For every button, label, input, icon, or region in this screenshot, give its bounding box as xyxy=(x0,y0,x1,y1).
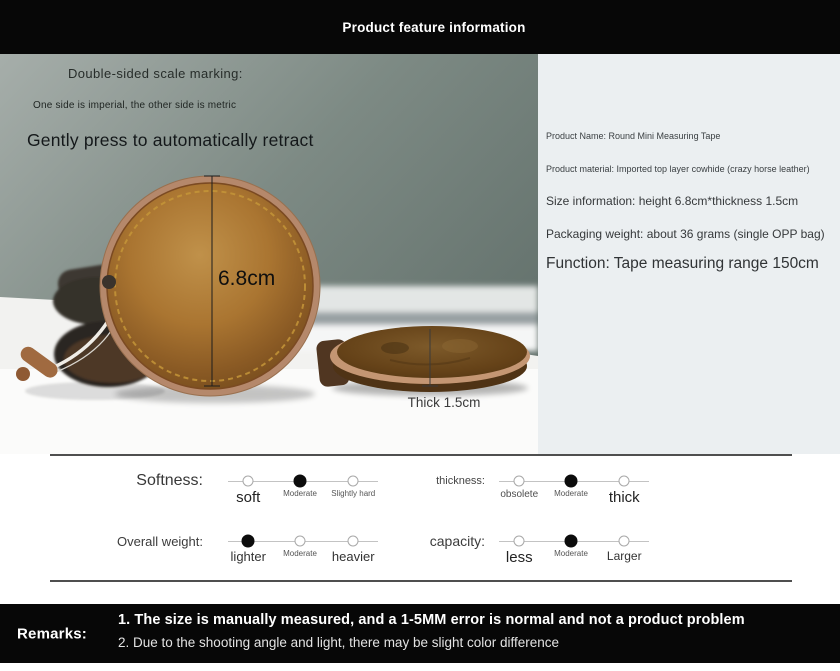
product-photo-area: Double-sided scale marking: One side is … xyxy=(0,54,840,454)
softness-scale: soft Moderate Slightly hard xyxy=(228,458,378,510)
thickness-dimension-label: Thick 1.5cm xyxy=(407,395,481,410)
option-label: thick xyxy=(608,489,640,506)
remarks-lines: 1. The size is manually measured, and a … xyxy=(118,612,745,650)
spec-product-material: Product material: Imported top layer cow… xyxy=(546,164,810,174)
overall-weight-scale: lighter Moderate heavier xyxy=(228,518,378,570)
header-bar: Product feature information xyxy=(0,0,840,54)
rating-dot xyxy=(618,535,630,547)
spec-function: Function: Tape measuring range 150cm xyxy=(546,255,819,272)
rating-dot xyxy=(241,534,255,548)
option-label: Larger xyxy=(606,549,642,563)
option-label: lighter xyxy=(230,549,266,564)
thickness-label: thickness: xyxy=(436,475,485,487)
rating-dot xyxy=(347,475,359,487)
option-label: Moderate xyxy=(283,549,317,558)
ratings-grid: Softness: soft Moderate Slightly hard th… xyxy=(0,458,840,578)
rating-dot xyxy=(564,534,578,548)
rating-dot xyxy=(293,474,307,488)
ratings-section: Softness: soft Moderate Slightly hard th… xyxy=(0,454,840,582)
option-label: Moderate xyxy=(554,489,588,498)
option-label: Moderate xyxy=(554,549,588,558)
rating-row-overall-weight: Overall weight: lighter Moderate heavier xyxy=(0,518,390,578)
page-title: Product feature information xyxy=(342,19,526,35)
rating-dot xyxy=(242,475,254,487)
option-label: soft xyxy=(236,489,261,506)
rating-dot xyxy=(513,475,525,487)
photo-main-tape xyxy=(99,175,321,403)
rating-row-softness: Softness: soft Moderate Slightly hard xyxy=(0,458,390,518)
remarks-line-2: 2. Due to the shooting angle and light, … xyxy=(118,635,560,650)
capacity-scale: less Moderate Larger xyxy=(499,518,649,570)
rating-dot xyxy=(564,474,578,488)
option-label: Slightly hard xyxy=(331,489,376,498)
remarks-line-1: 1. The size is manually measured, and a … xyxy=(118,612,745,628)
scale-marking-title: Double-sided scale marking: xyxy=(68,66,243,81)
rating-dot xyxy=(294,535,306,547)
capacity-label: capacity: xyxy=(429,533,485,549)
height-dimension-label: 6.8cm xyxy=(218,267,276,290)
rating-dot xyxy=(513,535,525,547)
spec-panel: Product Name: Round Mini Measuring Tape … xyxy=(538,54,840,454)
option-label: heavier xyxy=(331,549,375,564)
product-photo-illustration xyxy=(0,54,538,454)
spec-packaging-weight: Packaging weight: about 36 grams (single… xyxy=(546,227,825,241)
spec-product-name: Product Name: Round Mini Measuring Tape xyxy=(546,131,721,141)
rating-row-thickness: thickness: obsolete Moderate thick xyxy=(390,458,840,518)
scale-marking-subtitle: One side is imperial, the other side is … xyxy=(33,100,237,111)
option-label: obsolete xyxy=(500,489,539,500)
spec-size-information: Size information: height 6.8cm*thickness… xyxy=(546,194,799,208)
remarks-label: Remarks: xyxy=(17,625,87,642)
rating-row-capacity: capacity: less Moderate Larger xyxy=(390,518,840,578)
divider-bottom xyxy=(50,580,792,582)
option-label: Moderate xyxy=(283,489,317,498)
rating-dot xyxy=(347,535,359,547)
thickness-measure-line xyxy=(422,329,438,387)
divider-top xyxy=(50,454,792,456)
option-label: less xyxy=(505,549,533,566)
rating-dot xyxy=(618,475,630,487)
remarks-bar: Remarks: 1. The size is manually measure… xyxy=(0,604,840,663)
press-note: Gently press to automatically retract xyxy=(27,130,314,150)
photo-pull-tab xyxy=(16,346,58,381)
height-measure-line xyxy=(204,175,220,387)
overall-weight-label: Overall weight: xyxy=(117,534,203,549)
softness-label: Softness: xyxy=(136,472,203,489)
thickness-scale: obsolete Moderate thick xyxy=(499,458,649,510)
